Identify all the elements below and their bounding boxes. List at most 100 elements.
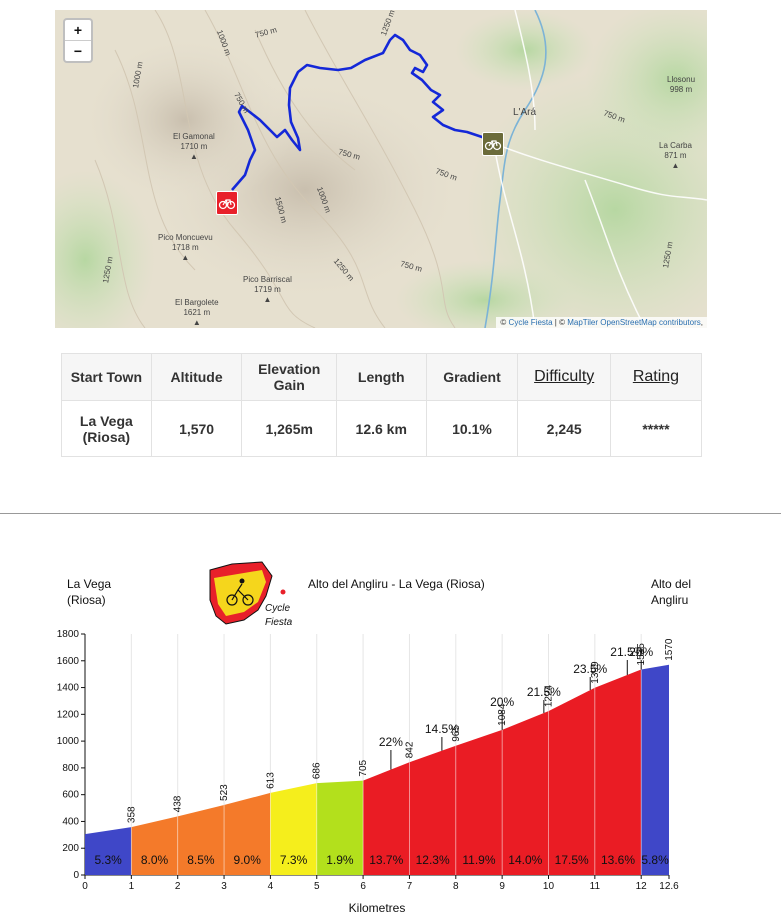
start-label-line2: (Riosa) [67, 593, 106, 607]
bicycle-icon [484, 140, 502, 151]
x-tick-label: 12.6 [659, 881, 679, 892]
y-tick-label: 1600 [57, 656, 80, 667]
place-llosonu: Llosonu 998 m [667, 75, 696, 94]
cell-difficulty: 2,245 [517, 400, 611, 457]
x-tick-label: 6 [360, 881, 366, 892]
cell-altitude: 1,570 [150, 400, 243, 457]
zoom-out-button[interactable]: − [73, 43, 83, 59]
profile-segment [270, 783, 317, 875]
y-tick-label: 200 [62, 843, 79, 854]
end-label-line2: Angliru [651, 593, 688, 607]
peak-icon: ▲ [189, 152, 198, 161]
segment-gradient-label: 14.0% [508, 853, 542, 867]
cell-gradient: 10.1% [425, 400, 519, 457]
y-tick-label: 1400 [57, 683, 80, 694]
cycle-fiesta-link[interactable]: Cycle Fiesta [508, 318, 553, 327]
segment-gradient-label: 13.7% [369, 853, 403, 867]
altitude-label: 1224 [543, 684, 554, 707]
profile-segment [85, 827, 132, 875]
header-altitude: Altitude [150, 353, 243, 401]
zoom-control: + − [63, 18, 93, 63]
altitude-label: 1535 [636, 643, 647, 666]
profile-segment [409, 745, 456, 875]
segment-gradient-label: 8.5% [187, 853, 215, 867]
altitude-label: 686 [312, 762, 323, 779]
x-tick-label: 2 [175, 881, 181, 892]
x-tick-label: 3 [221, 881, 227, 892]
peak-icon: ▲ [263, 295, 272, 304]
segment-gradient-label: 9.0% [234, 853, 262, 867]
section-divider [0, 513, 781, 514]
profile-segment [594, 669, 642, 875]
y-tick-label: 1800 [57, 629, 80, 640]
segment-gradient-label: 17.5% [555, 853, 589, 867]
chart-title: Alto del Angliru - La Vega (Riosa) [308, 577, 485, 591]
climb-stats-table: Start Town Altitude Elevation Gain Lengt… [61, 353, 703, 457]
profile-segment [177, 804, 225, 875]
x-tick-label: 12 [636, 881, 648, 892]
logo-text-cycle: Cycle [265, 603, 290, 614]
max-gradient-label: 14.5% [425, 722, 459, 736]
altitude-label: 613 [265, 772, 276, 789]
x-tick-label: 9 [499, 881, 505, 892]
cell-start-town: La Vega (Riosa) [61, 400, 152, 457]
logo-dot-icon [280, 589, 286, 595]
max-gradient-label: 20% [490, 695, 514, 709]
max-gradient-label: 20% [629, 645, 653, 659]
route-map[interactable]: + − Llosonu 998 m L'Ará La Carba 871 m ▲… [55, 10, 707, 328]
x-tick-label: 10 [543, 881, 555, 892]
cycle-fiesta-logo: Cycle Fiesta [209, 561, 293, 628]
header-start-town: Start Town [61, 353, 152, 401]
segment-gradient-label: 7.3% [280, 853, 308, 867]
place-pico-barriscal: Pico Barriscal 1719 m ▲ [243, 275, 292, 304]
place-el-gamonal: El Gamonal 1710 m ▲ [173, 132, 215, 161]
peak-icon: ▲ [671, 161, 680, 170]
cell-length: 12.6 km [335, 400, 427, 457]
peak-icon: ▲ [192, 318, 201, 327]
altitude-label: 1570 [664, 638, 675, 661]
profile-segment [131, 816, 178, 875]
segment-gradient-label: 11.9% [462, 853, 495, 867]
max-gradient-label: 22% [379, 735, 403, 749]
altitude-label: 358 [126, 806, 137, 823]
max-gradient-label: 21.5% [610, 645, 644, 659]
y-tick-label: 600 [62, 790, 79, 801]
profile-segment [641, 664, 669, 875]
profile-segment [316, 780, 364, 875]
header-difficulty-link[interactable]: Difficulty [517, 353, 611, 401]
x-tick-label: 1 [129, 881, 135, 892]
max-gradient-label: 23.5% [573, 662, 607, 676]
table-row: La Vega (Riosa) 1,570 1,265m 12.6 km 10.… [61, 400, 703, 457]
openstreetmap-link[interactable]: OpenStreetMap contributors [600, 318, 701, 327]
y-tick-label: 1000 [57, 736, 80, 747]
peak-icon: ▲ [181, 253, 190, 262]
altitude-label: 523 [219, 784, 230, 801]
start-marker[interactable] [216, 191, 238, 215]
profile-segment [224, 792, 271, 875]
place-pico-moncuevu: Pico Moncuevu 1718 m ▲ [158, 233, 213, 262]
header-elevation-gain: Elevation Gain [241, 353, 337, 401]
maptiler-link[interactable]: MapTiler [567, 318, 599, 327]
x-tick-label: 0 [82, 881, 88, 892]
y-tick-label: 1200 [57, 709, 80, 720]
bicycle-icon [218, 199, 236, 210]
x-tick-label: 8 [453, 881, 459, 892]
segment-gradient-label: 13.6% [601, 853, 635, 867]
header-rating-link[interactable]: Rating [609, 353, 703, 401]
y-tick-label: 400 [62, 816, 79, 827]
altitude-label: 965 [451, 725, 462, 742]
segment-gradient-label: 5.8% [641, 853, 669, 867]
x-tick-label: 11 [590, 881, 601, 892]
x-tick-label: 7 [407, 881, 413, 892]
segment-gradient-label: 5.3% [94, 853, 122, 867]
segment-gradient-label: 12.3% [416, 853, 450, 867]
x-axis-title: Kilometres [349, 901, 406, 915]
profile-segment [363, 762, 410, 875]
zoom-in-button[interactable]: + [65, 20, 91, 41]
altitude-label: 842 [404, 741, 415, 758]
place-lara: L'Ará [513, 107, 537, 118]
segment-gradient-label: 8.0% [141, 853, 169, 867]
segment-gradient-label: 1.9% [326, 853, 354, 867]
finish-marker[interactable] [482, 132, 504, 156]
altitude-label: 1399 [590, 661, 601, 684]
